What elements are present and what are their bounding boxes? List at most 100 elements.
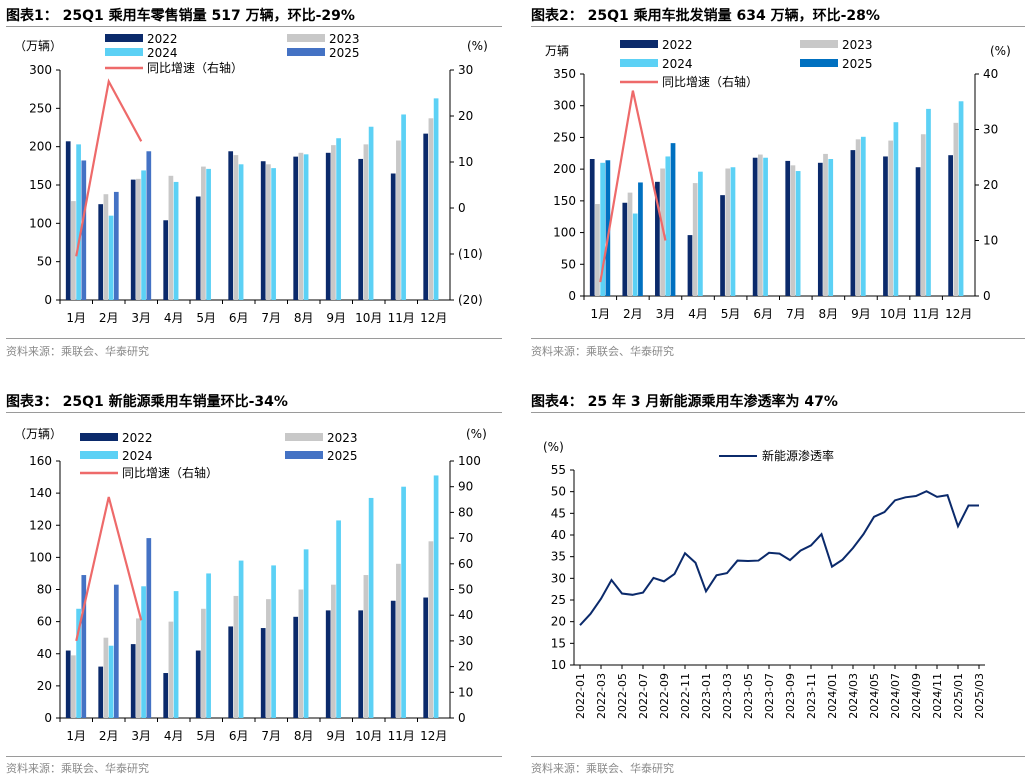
chart2-ytick-label: 350 <box>553 67 576 81</box>
chart2-bar-2023 <box>627 192 633 296</box>
chart2-bar-2022 <box>720 195 725 296</box>
chart1-xtick-label: 1月 <box>66 311 86 325</box>
panel-rule-1-bottom <box>6 338 502 339</box>
chart2-bar-2022 <box>850 150 856 296</box>
chart1-bar-2023 <box>233 155 239 300</box>
chart3-ylabel: （万辆） <box>14 427 62 441</box>
chart4-xtick-label: 2023-03 <box>721 673 734 719</box>
chart2-xtick-label: 9月 <box>851 307 871 321</box>
chart3-legend-swatch-2023 <box>285 433 323 441</box>
chart2-legend-swatch-2022 <box>620 40 658 48</box>
chart3-ytick-label: 120 <box>29 518 52 532</box>
chart4-xtick-label: 2022-09 <box>658 673 671 719</box>
chart1-y2tick-label: (20) <box>458 293 483 307</box>
chart4-xtick-label: 2023-01 <box>700 673 713 719</box>
chart1-legend-label-2024: 2024 <box>147 46 178 60</box>
chart2-bar-2023 <box>790 165 796 296</box>
chart3-xtick-label: 11月 <box>388 729 415 743</box>
chart1-bar-2025 <box>81 160 87 300</box>
chart2-bar-2023 <box>595 204 600 296</box>
chart2-legend-swatch-2023 <box>800 40 838 48</box>
chart2-bar-2022 <box>655 181 660 296</box>
chart1-bar-2022 <box>325 152 331 300</box>
chart3-y2tick-label: 40 <box>458 608 473 622</box>
chart3-bar-2022 <box>358 610 364 718</box>
chart2-bar-2024 <box>665 156 671 296</box>
chart1-bar-2023 <box>136 178 141 300</box>
chart2-ytick-label: 50 <box>561 257 576 271</box>
chart1-yoy-line <box>75 78 143 257</box>
chart2-bar-2023 <box>953 122 959 296</box>
chart1-legend-swatch-2025 <box>287 48 325 56</box>
chart1-bar-2025 <box>146 151 152 300</box>
chart3-bar-2022 <box>195 650 201 718</box>
chart1-bar-2024 <box>401 114 406 300</box>
chart1-xtick-label: 5月 <box>196 311 216 325</box>
chart2-bar-2024 <box>600 162 606 296</box>
chart3-ytick-label: 140 <box>29 486 52 500</box>
chart3-bar-2022 <box>65 650 71 718</box>
chart4-xtick-label: 2024/05 <box>868 673 881 719</box>
chart1-bar-2022 <box>228 151 234 300</box>
chart2-bar-2025 <box>605 160 611 296</box>
chart3-ytick-label: 0 <box>44 711 52 725</box>
chart3-bar-2023 <box>71 655 76 718</box>
chart2-bar-2024 <box>632 213 638 296</box>
chart2-bar-2024 <box>958 101 964 296</box>
chart1-xtick-label: 10月 <box>355 311 382 325</box>
chart2-bar-2024 <box>828 158 834 296</box>
chart1-bar-2024 <box>173 181 179 300</box>
panel-title-3: 图表3： 25Q1 新能源乘用车销量环比-34% <box>6 394 288 410</box>
chart4-ytick-label: 40 <box>551 528 566 542</box>
chart3-bar-2023 <box>103 637 109 718</box>
chart4-xtick-label: 2022-11 <box>679 673 692 719</box>
chart3-bar-2023 <box>363 575 369 718</box>
chart1-bar-2023 <box>331 145 336 300</box>
chart3-ytick-label: 60 <box>37 615 52 629</box>
chart1-legend-swatch-2024 <box>105 48 143 56</box>
chart3-bar-2025 <box>113 584 119 718</box>
chart1-ylabel: （万辆） <box>14 39 62 53</box>
chart4-ytick-label: 20 <box>551 615 566 629</box>
chart2-ylabel: 万辆 <box>545 44 569 58</box>
chart1-bar-2023 <box>266 164 271 300</box>
chart2-bar-2024 <box>730 167 736 296</box>
chart2-xtick-label: 12月 <box>945 307 972 321</box>
chart2-xtick-label: 5月 <box>721 307 741 321</box>
panel-rule-4-top <box>531 412 1025 413</box>
chart1-ytick-label: 300 <box>29 63 52 77</box>
chart3-xtick-label: 4月 <box>164 729 184 743</box>
chart1-bar-2022 <box>423 133 429 300</box>
chart4-ytick-label: 35 <box>551 550 566 564</box>
chart3-bar-2024 <box>173 591 179 718</box>
chart2-bar-2023 <box>888 140 894 296</box>
chart2-y2tick-label: 20 <box>983 178 998 192</box>
chart1-bar-2023 <box>168 175 174 300</box>
chart1-legend-swatch-2023 <box>287 34 325 42</box>
chart1-legend-label-2022: 2022 <box>147 32 178 46</box>
chart3-xtick-label: 2月 <box>99 729 119 743</box>
chart1-y2tick-label: 20 <box>458 109 473 123</box>
chart1-xtick-label: 11月 <box>388 311 415 325</box>
panel-rule-4-bottom <box>531 756 1025 757</box>
chart3-bar-2022 <box>228 626 234 718</box>
chart1-ytick-label: 0 <box>44 293 52 307</box>
chart1-bar-2024 <box>206 168 211 300</box>
chart4-xtick-label: 2024/03 <box>847 673 860 719</box>
chart3-bar-2023 <box>396 563 401 718</box>
chart2-xtick-label: 2月 <box>623 307 643 321</box>
chart2-legend-label-2022: 2022 <box>662 38 693 52</box>
chart3-bar-2023 <box>266 599 271 718</box>
chart2-y2label: (%) <box>990 44 1011 58</box>
chart2-bar-2022 <box>687 235 693 296</box>
chart4-ytick-label: 50 <box>551 485 566 499</box>
chart3-bar-2023 <box>428 541 434 718</box>
panel-title-2: 图表2： 25Q1 乘用车批发销量 634 万辆，环比-28% <box>531 8 880 24</box>
chart3-legend-label-2025: 2025 <box>327 449 358 463</box>
chart2-bar-2024 <box>893 122 899 296</box>
chart3-xtick-label: 12月 <box>420 729 447 743</box>
chart4-legend-label: 新能源渗透率 <box>762 448 834 463</box>
chart1-bar-2024 <box>141 170 146 300</box>
chart2-bar-2023 <box>725 168 731 296</box>
chart1-y2label: (%) <box>467 39 488 53</box>
